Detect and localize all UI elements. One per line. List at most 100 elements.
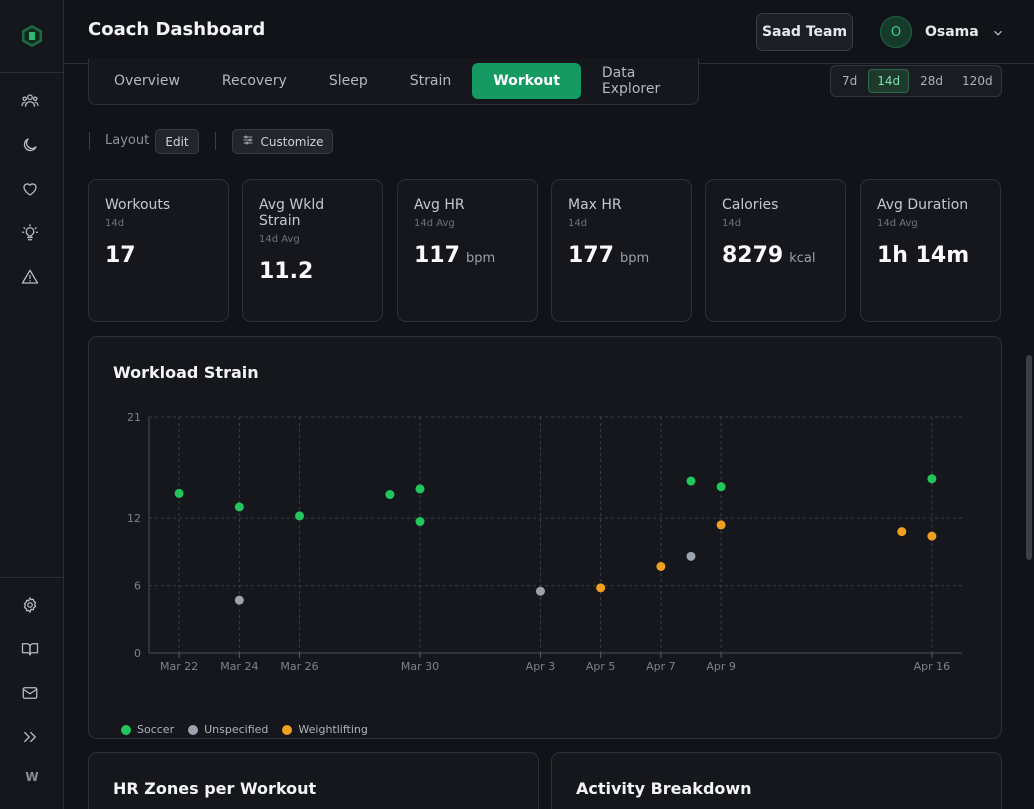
stat-title: Avg Duration bbox=[877, 197, 969, 213]
lightbulb-icon[interactable] bbox=[20, 223, 40, 243]
toolbar-divider bbox=[215, 132, 216, 150]
tab-overview[interactable]: Overview bbox=[114, 73, 180, 89]
header: Coach Dashboard Saad Team O Osama bbox=[64, 0, 1034, 64]
tab-workout[interactable]: Workout bbox=[472, 63, 581, 99]
chevron-down-icon[interactable] bbox=[991, 25, 1005, 39]
stat-value-wrap: 177 bpm bbox=[568, 243, 675, 268]
legend-dot bbox=[282, 724, 293, 735]
team-button[interactable]: Saad Team bbox=[756, 13, 853, 51]
sidebar: W bbox=[0, 0, 64, 809]
activity-breakdown-panel: Activity Breakdown bbox=[551, 752, 1002, 809]
tab-sleep[interactable]: Sleep bbox=[328, 73, 368, 89]
stat-card-workouts: Workouts 14d 17 bbox=[88, 179, 229, 322]
data-point-soccer[interactable] bbox=[716, 482, 726, 492]
alert-icon[interactable] bbox=[20, 267, 40, 287]
sidebar-user-initial[interactable]: W bbox=[25, 770, 39, 784]
layout-label: Layout bbox=[105, 133, 150, 148]
tab-strain[interactable]: Strain bbox=[409, 73, 452, 89]
data-point-soccer[interactable] bbox=[927, 474, 937, 484]
user-menu[interactable]: O Osama bbox=[880, 15, 1005, 49]
tab-data-explorer[interactable]: Data Explorer bbox=[601, 65, 661, 97]
toolbar-divider bbox=[89, 132, 90, 150]
legend-label: Soccer bbox=[137, 723, 175, 736]
customize-button[interactable]: Customize bbox=[232, 129, 333, 154]
legend-item-weightlifting[interactable]: Weightlifting bbox=[282, 723, 368, 736]
stat-card-avg-duration: Avg Duration 14d Avg 1h 14m bbox=[860, 179, 1001, 322]
y-tick-label: 0 bbox=[134, 647, 141, 660]
data-point-weightlifting[interactable] bbox=[596, 583, 606, 593]
data-point-soccer[interactable] bbox=[686, 476, 696, 486]
data-point-unspecified[interactable] bbox=[234, 595, 244, 605]
x-tick-label: Apr 3 bbox=[526, 660, 556, 673]
y-tick-label: 6 bbox=[134, 580, 141, 593]
data-point-soccer[interactable] bbox=[415, 484, 425, 494]
data-point-unspecified[interactable] bbox=[686, 551, 696, 561]
stat-title: Avg HR bbox=[414, 197, 465, 213]
stat-period: 14d bbox=[105, 218, 125, 229]
activity-breakdown-title: Activity Breakdown bbox=[576, 779, 752, 798]
sidebar-divider bbox=[0, 577, 64, 578]
stat-value: 1h 14m bbox=[877, 243, 970, 268]
stat-period: 14d bbox=[568, 218, 588, 229]
heart-icon[interactable] bbox=[20, 179, 40, 199]
stat-card-avg-hr: Avg HR 14d Avg 117 bpm bbox=[397, 179, 538, 322]
expand-icon[interactable] bbox=[20, 727, 40, 747]
legend-label: Weightlifting bbox=[298, 723, 368, 736]
data-point-soccer[interactable] bbox=[415, 517, 425, 527]
stat-period: 14d bbox=[722, 218, 742, 229]
page-scrollbar[interactable] bbox=[1026, 355, 1032, 560]
range-14d[interactable]: 14d bbox=[868, 69, 910, 93]
data-point-soccer[interactable] bbox=[385, 490, 395, 500]
data-point-unspecified[interactable] bbox=[535, 586, 545, 596]
settings-icon[interactable] bbox=[20, 595, 40, 615]
stat-period: 14d Avg bbox=[414, 218, 455, 229]
tab-recovery[interactable]: Recovery bbox=[221, 73, 287, 89]
edit-layout-button[interactable]: Edit bbox=[155, 129, 199, 154]
stat-title: Avg Wkld Strain bbox=[259, 197, 325, 229]
x-tick-label: Mar 24 bbox=[220, 660, 258, 673]
x-tick-label: Apr 7 bbox=[646, 660, 676, 673]
range-120d[interactable]: 120d bbox=[962, 74, 993, 88]
y-tick-label: 12 bbox=[127, 512, 141, 525]
data-point-weightlifting[interactable] bbox=[927, 531, 937, 541]
stat-title: Workouts bbox=[105, 197, 171, 213]
stat-value-wrap: 17 bbox=[105, 243, 212, 268]
x-tick-label: Apr 9 bbox=[706, 660, 736, 673]
stat-value: 117 bbox=[414, 243, 460, 268]
mail-icon[interactable] bbox=[20, 683, 40, 703]
range-7d[interactable]: 7d bbox=[842, 74, 858, 88]
stat-unit: bpm bbox=[465, 251, 496, 266]
stat-title: Max HR bbox=[568, 197, 622, 213]
logo-icon[interactable] bbox=[20, 24, 44, 48]
user-name[interactable]: Osama bbox=[925, 24, 979, 40]
range-selector: 7d 14d 28d 120d bbox=[830, 65, 1002, 97]
stat-title: Calories bbox=[722, 197, 779, 213]
moon-icon[interactable] bbox=[20, 135, 40, 155]
data-point-soccer[interactable] bbox=[295, 511, 305, 521]
stat-value-wrap: 11.2 bbox=[259, 259, 366, 284]
avatar[interactable]: O bbox=[880, 16, 912, 48]
stat-value-wrap: 8279 kcal bbox=[722, 243, 829, 268]
stat-value-wrap: 117 bpm bbox=[414, 243, 521, 268]
stat-card-max-hr: Max HR 14d 177 bpm bbox=[551, 179, 692, 322]
y-tick-label: 21 bbox=[127, 411, 141, 424]
x-tick-label: Mar 26 bbox=[280, 660, 318, 673]
data-point-weightlifting[interactable] bbox=[716, 520, 726, 530]
tab-bar: Overview Recovery Sleep Strain Workout Data E… bbox=[88, 58, 699, 105]
users-icon[interactable] bbox=[20, 91, 40, 111]
legend-item-unspecified[interactable]: Unspecified bbox=[188, 723, 268, 736]
data-point-soccer[interactable] bbox=[174, 488, 184, 498]
data-point-weightlifting[interactable] bbox=[656, 561, 666, 571]
data-point-soccer[interactable] bbox=[234, 502, 244, 512]
book-icon[interactable] bbox=[20, 639, 40, 659]
stat-unit: bpm bbox=[619, 251, 650, 266]
stat-period: 14d Avg bbox=[877, 218, 918, 229]
stat-card-calories: Calories 14d 8279 kcal bbox=[705, 179, 846, 322]
range-28d[interactable]: 28d bbox=[920, 74, 944, 88]
legend-item-soccer[interactable]: Soccer bbox=[121, 723, 174, 736]
sidebar-divider bbox=[0, 72, 64, 73]
stat-unit: kcal bbox=[789, 251, 816, 266]
chart-legend: Soccer Unspecified Weightlifting bbox=[121, 723, 368, 736]
data-point-weightlifting[interactable] bbox=[897, 527, 907, 537]
